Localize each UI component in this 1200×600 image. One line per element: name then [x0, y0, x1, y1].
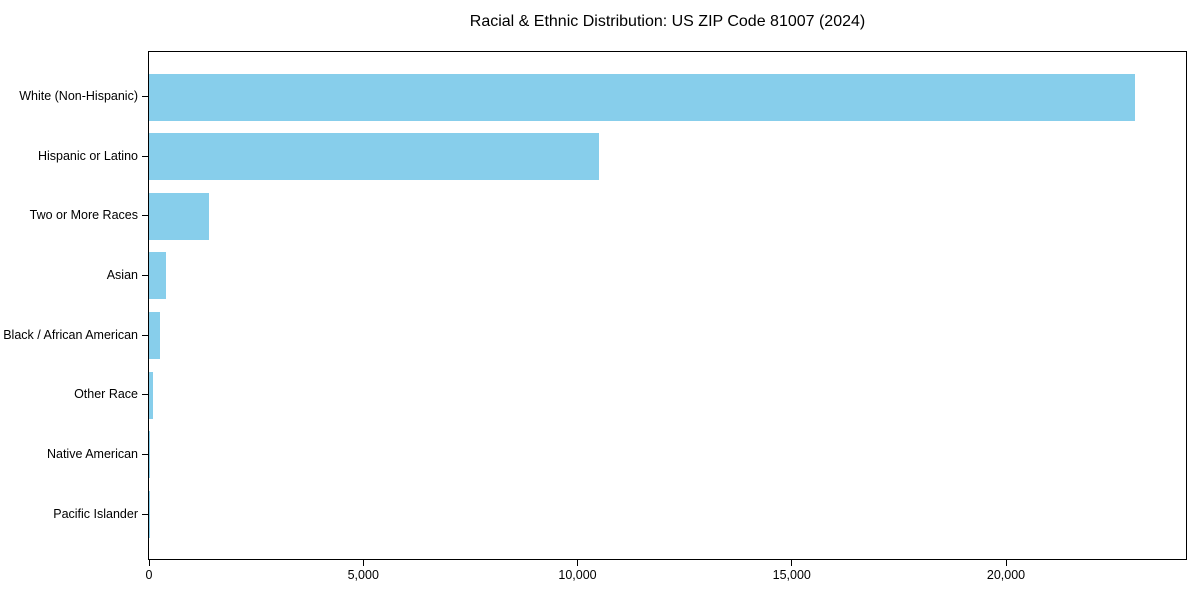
y-tick-mark [142, 155, 148, 157]
y-tick-label: Hispanic or Latino [37, 148, 138, 163]
x-tick-label: 0 [145, 568, 153, 582]
bar-hispanic-or-latino [149, 133, 599, 181]
y-tick-mark [142, 334, 148, 336]
plot-area [148, 51, 1187, 560]
y-tick-label: Black / African American [3, 327, 138, 342]
bar-other-race [149, 371, 154, 419]
x-tick-label: 10,000 [558, 568, 597, 582]
bar-asian [149, 252, 167, 300]
x-tick-label: 5,000 [347, 568, 379, 582]
y-tick-label: Native American [46, 446, 138, 461]
x-tick-label: 15,000 [772, 568, 811, 582]
y-tick-label: Two or More Races [29, 208, 138, 223]
y-tick-label: White (Non-Hispanic) [19, 89, 138, 103]
y-tick-mark [142, 394, 148, 396]
y-tick-mark [142, 453, 148, 455]
y-tick-label: Asian [106, 267, 138, 282]
x-tick-mark [1005, 560, 1007, 566]
y-tick-mark [142, 513, 148, 515]
y-tick-mark [142, 96, 148, 97]
y-tick-label: Pacific Islander [53, 506, 138, 521]
x-tick-mark [148, 560, 150, 566]
bar-two-or-more-races [149, 192, 209, 240]
chart-title: Racial & Ethnic Distribution: US ZIP Cod… [469, 13, 866, 30]
y-tick-label: Other Race [74, 387, 138, 402]
bar-black-african-american [149, 312, 160, 360]
x-tick-mark [791, 560, 793, 566]
x-tick-mark [362, 560, 364, 566]
x-tick-mark [577, 560, 578, 566]
bar-native-american [149, 431, 151, 479]
x-tick-label: 20,000 [986, 568, 1026, 582]
bar-white-non-hispanic [149, 73, 1135, 121]
y-tick-mark [142, 274, 148, 276]
y-tick-mark [142, 215, 148, 217]
